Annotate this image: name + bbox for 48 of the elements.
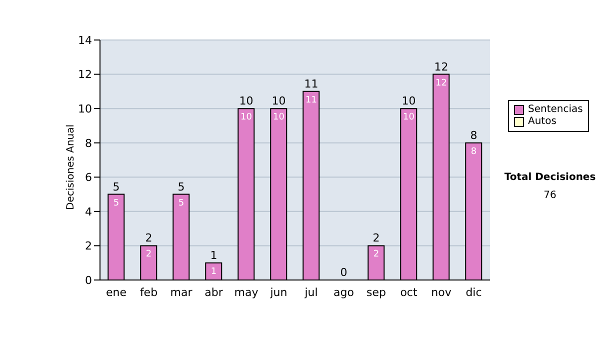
total-label: 0	[340, 266, 348, 279]
x-tick-label: may	[234, 286, 259, 299]
total-label: 5	[178, 180, 185, 194]
data-label: 5	[113, 198, 120, 208]
x-tick-label: jul	[304, 286, 318, 299]
data-label: 12	[436, 78, 447, 88]
x-tick-label: dic	[466, 286, 482, 299]
x-tick-label: mar	[170, 286, 193, 299]
y-tick-label: 14	[78, 34, 92, 47]
data-label: 11	[306, 95, 317, 106]
x-tick-label: ago	[334, 286, 354, 299]
total-label: 10	[272, 94, 286, 108]
y-tick-label: 0	[85, 274, 92, 287]
data-label: 1	[210, 266, 217, 277]
data-label: 2	[146, 250, 152, 260]
y-axis-title: Decisiones Anual	[66, 124, 77, 210]
legend-label: Autos	[528, 116, 556, 127]
data-label: 10	[403, 112, 415, 123]
total-label: 2	[145, 232, 152, 245]
data-label: 8	[470, 146, 477, 157]
x-tick-label: sep	[366, 286, 386, 299]
data-label: 10	[273, 112, 285, 123]
total-label: 10	[402, 94, 416, 108]
y-tick-label: 6	[85, 171, 92, 184]
x-tick-label: jun	[269, 286, 288, 299]
x-tick-label: oct	[400, 286, 418, 299]
y-tick-label: 4	[85, 205, 92, 218]
y-tick-label: 10	[78, 102, 92, 116]
x-tick-label: abr	[204, 286, 224, 299]
data-label: 5	[178, 198, 184, 208]
x-tick-label: feb	[140, 286, 158, 299]
total-label: 5	[112, 180, 120, 194]
total-label: 2	[372, 232, 380, 245]
total-label: 12	[434, 60, 448, 74]
text: 76	[542, 190, 558, 201]
y-tick-label: 2	[85, 240, 92, 253]
data-label: 10	[240, 112, 252, 123]
x-tick-label: ene	[106, 286, 127, 299]
total-label: 11	[304, 77, 318, 90]
data-label: 2	[373, 250, 380, 260]
x-tick-label: nov	[431, 286, 452, 299]
text: Total Decisiones	[503, 172, 597, 183]
total-label: 1	[210, 248, 218, 262]
y-tick-label: 8	[85, 136, 92, 150]
legend-label: Sentencias	[528, 104, 583, 115]
y-tick-label: 12	[78, 68, 92, 82]
total-label: 10	[239, 94, 254, 108]
total-label: 8	[470, 128, 478, 142]
